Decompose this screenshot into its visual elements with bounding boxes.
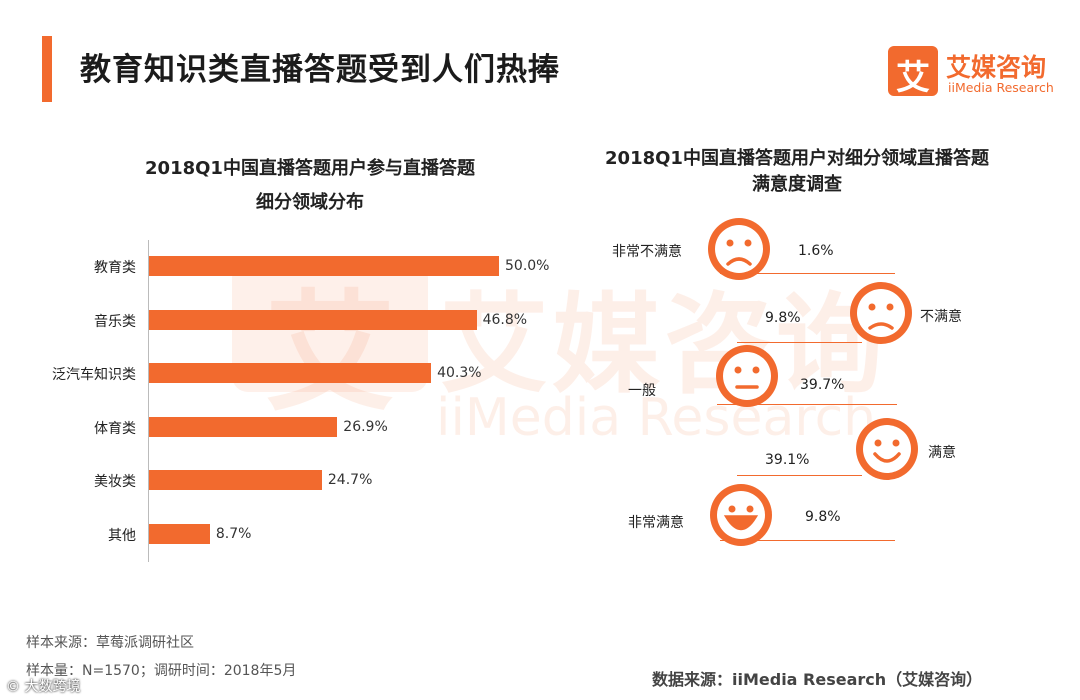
sample-size-note: 样本量：N=1570；调研时间：2018年5月 xyxy=(26,663,297,679)
satisfaction-value-label: 39.7% xyxy=(800,377,845,393)
bar xyxy=(149,309,477,330)
bar-chart-title-line-1: 2018Q1中国直播答题用户参与直播答题 xyxy=(145,158,475,179)
satisfaction-title-line-2: 满意度调查 xyxy=(752,174,842,195)
corner-watermark: © 大数跨境 xyxy=(6,679,81,695)
satisfaction-category-label: 不满意 xyxy=(920,309,962,325)
bar xyxy=(149,523,210,544)
bar-category-label: 泛汽车知识类 xyxy=(52,367,136,383)
bar-chart-title-line-2: 细分领域分布 xyxy=(256,192,364,213)
bar-value-label: 50.0% xyxy=(505,258,550,274)
bar-value-label: 8.7% xyxy=(215,525,252,542)
sad-face-icon xyxy=(850,282,912,344)
satisfaction-underline xyxy=(737,342,862,343)
bar-category-label: 音乐类 xyxy=(94,313,136,330)
bar xyxy=(149,416,338,437)
satisfaction-category-label: 一般 xyxy=(628,383,656,399)
bar-chart-axis xyxy=(148,240,149,562)
bar-value-label: 46.8% xyxy=(482,311,528,328)
bar-chart-title: 2018Q1中国直播答题用户参与直播答题 细分领域分布 xyxy=(100,152,520,220)
logo-text-en: iiMedia Research xyxy=(948,80,1054,95)
title-accent-bar xyxy=(42,36,52,102)
smile-face-icon xyxy=(856,418,918,480)
sample-source-note: 样本来源：草莓派调研社区 xyxy=(26,635,194,651)
satisfaction-value-label: 39.1% xyxy=(765,452,810,468)
bar-category-label: 美妆类 xyxy=(94,474,136,490)
watermark-glyph: 艾 xyxy=(264,277,395,429)
satisfaction-underline xyxy=(720,273,895,274)
watermark-text-en: iiMedia Research xyxy=(436,388,877,448)
bar-value-label: 26.9% xyxy=(343,418,388,435)
satisfaction-category-label: 满意 xyxy=(928,445,956,461)
iimedia-logo: 艾 艾媒咨询 iiMedia Research xyxy=(888,46,1068,98)
satisfaction-value-label: 9.8% xyxy=(765,310,801,326)
bar-category-label: 教育类 xyxy=(94,260,136,276)
bar-value-label: 40.3% xyxy=(437,365,482,381)
satisfaction-category-label: 非常不满意 xyxy=(612,244,682,260)
bar-category-label: 其他 xyxy=(108,527,136,544)
satisfaction-chart-title: 2018Q1中国直播答题用户对细分领域直播答题 满意度调查 xyxy=(562,146,1032,198)
satisfaction-value-label: 1.6% xyxy=(798,243,834,259)
bar xyxy=(149,363,432,383)
logo-glyph: 艾 xyxy=(896,58,930,98)
satisfaction-title-line-1: 2018Q1中国直播答题用户对细分领域直播答题 xyxy=(605,148,989,169)
data-source-note: 数据来源：iiMedia Research（艾媒咨询） xyxy=(652,670,983,689)
satisfaction-value-label: 9.8% xyxy=(805,509,841,525)
very-happy-face-icon xyxy=(710,484,772,546)
bar xyxy=(149,256,499,276)
bar xyxy=(149,470,322,490)
bar-category-label: 体育类 xyxy=(94,420,136,437)
logo-box xyxy=(888,46,938,96)
logo-text-cn: 艾媒咨询 xyxy=(946,53,1047,82)
satisfaction-underline xyxy=(717,404,897,405)
watermark-text-cn: 艾媒咨询 xyxy=(440,283,889,408)
bar-value-label: 24.7% xyxy=(327,472,373,488)
satisfaction-underline xyxy=(720,540,895,541)
page-title: 教育知识类直播答题受到人们热捧 xyxy=(80,52,560,88)
satisfaction-underline xyxy=(737,475,862,476)
satisfaction-category-label: 非常满意 xyxy=(628,515,684,531)
neutral-face-icon xyxy=(716,345,778,407)
very-sad-face-icon xyxy=(708,218,770,280)
